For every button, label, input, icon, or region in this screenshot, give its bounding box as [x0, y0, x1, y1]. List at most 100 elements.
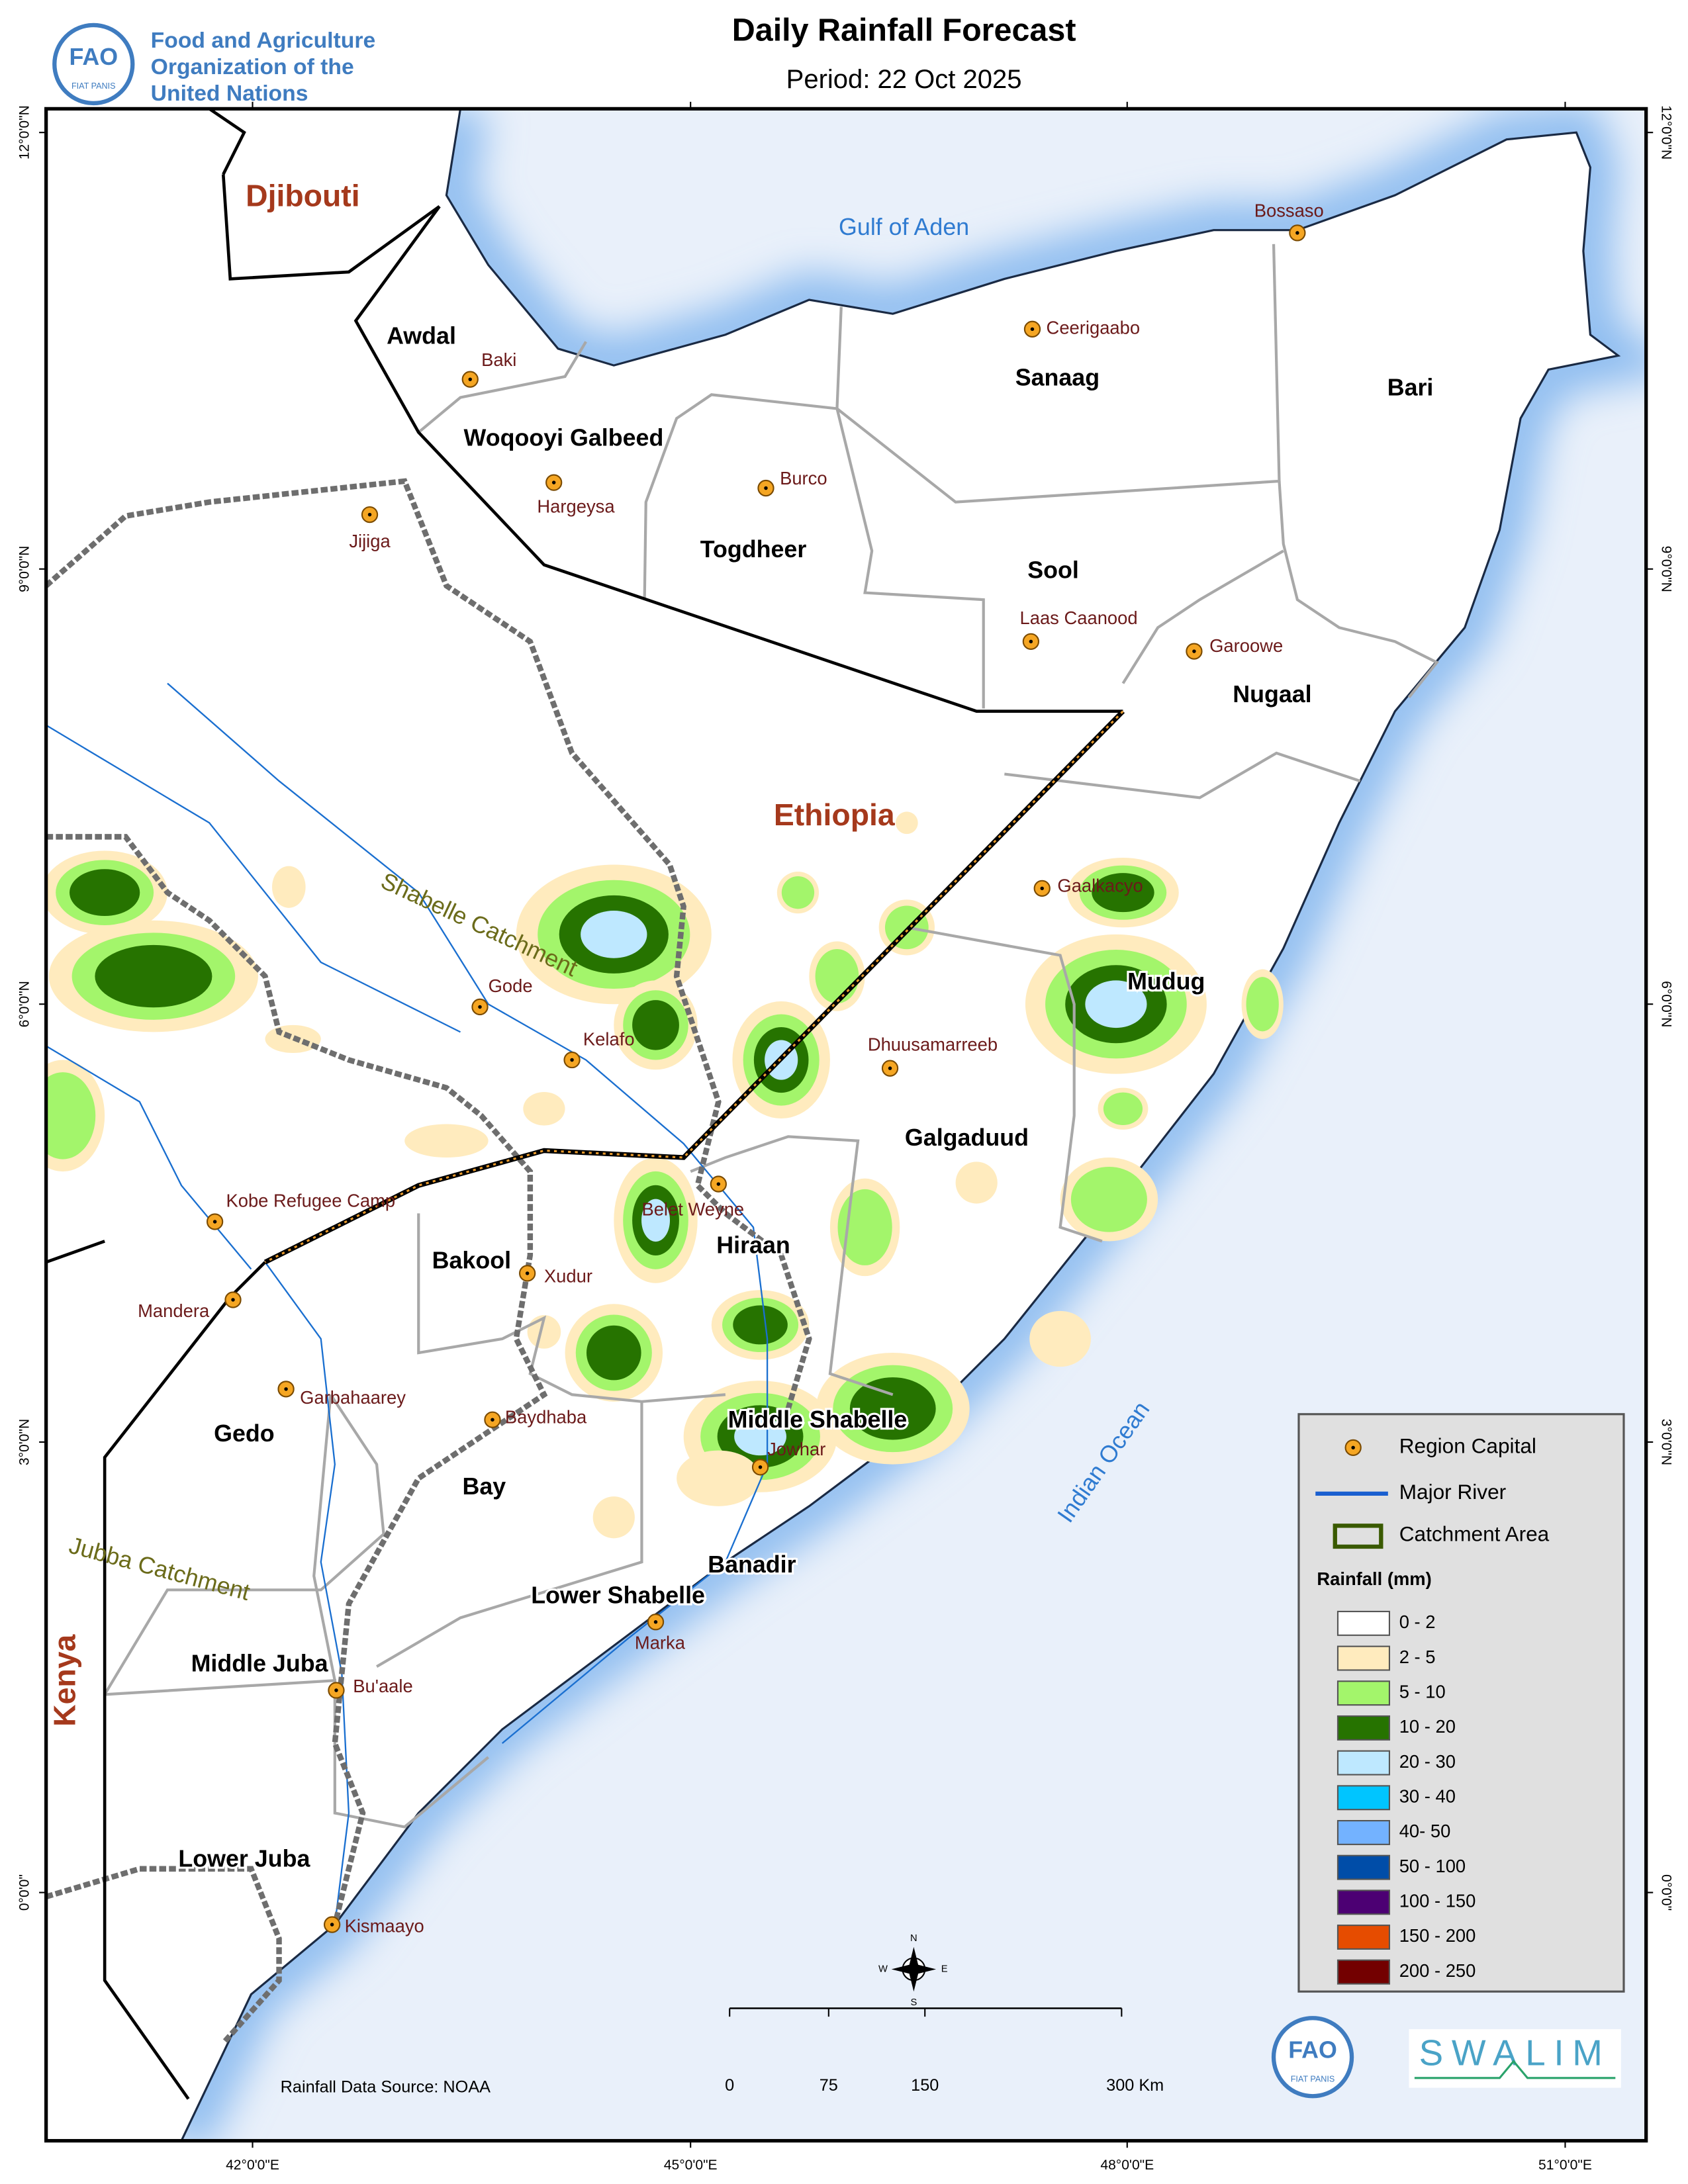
- rainfall-area: [265, 1024, 321, 1053]
- legend-swatch: [1336, 1959, 1390, 1985]
- scale-label: 0: [725, 2076, 734, 2095]
- capital-marker-center: [334, 1688, 338, 1692]
- legend-class-label: 2 - 5: [1399, 1647, 1436, 1667]
- swalim-logo: SWALIM: [1419, 2032, 1611, 2073]
- rainfall-area: [70, 869, 140, 917]
- country-label: Djibouti: [246, 178, 360, 212]
- capital-marker-center: [1295, 231, 1299, 235]
- source-note: Rainfall Data Source: NOAA: [281, 2077, 491, 2096]
- legend-class-label: 100 - 150: [1399, 1891, 1476, 1911]
- region-label: Bari: [1387, 374, 1434, 400]
- scale-label: 300 Km: [1106, 2076, 1164, 2095]
- rainfall-area: [1085, 980, 1147, 1028]
- region-boundary: [375, 1401, 643, 1668]
- rainfall-area: [837, 1189, 892, 1265]
- legend-class-label: 50 - 100: [1399, 1856, 1466, 1876]
- capital-marker-center: [653, 1620, 658, 1624]
- swalim-logo-line: [1414, 2060, 1616, 2079]
- rainfall-area: [895, 811, 918, 835]
- latitude-label: 0°0'0": [1659, 1874, 1674, 1911]
- region-label: Woqooyi Galbeed: [464, 424, 664, 451]
- region-label: Galgaduud: [905, 1124, 1029, 1151]
- capital-marker-center: [1030, 327, 1035, 332]
- rainfall-area: [955, 1161, 998, 1204]
- capital-label: Garbahaarey: [300, 1387, 406, 1408]
- latitude-label: 9°0'0"N: [17, 546, 32, 592]
- capital-label: Xudur: [544, 1266, 592, 1287]
- region-label: Bay: [462, 1473, 506, 1500]
- region-boundary: [417, 1213, 726, 1403]
- capital-marker-center: [367, 512, 372, 517]
- capital-marker-center: [231, 1298, 235, 1302]
- capital-marker-center: [525, 1271, 530, 1275]
- latitude-label: 12°0'0"N: [17, 105, 32, 159]
- longitude-label: 45°0'0"E: [664, 2158, 718, 2173]
- org-name: United Nations: [151, 81, 308, 106]
- legend-swatch: [1336, 1785, 1390, 1811]
- legend-label: Catchment Area: [1399, 1522, 1550, 1545]
- capital-label: Hargeysa: [537, 496, 615, 516]
- map-body: [46, 109, 1646, 2141]
- land: [46, 109, 1621, 2141]
- region-label: Banadir: [708, 1551, 796, 1578]
- capital-marker-center: [491, 1418, 494, 1422]
- fao-logo: [52, 23, 135, 106]
- capital-label: Kelafo: [583, 1028, 635, 1049]
- rainfall-area: [581, 911, 647, 958]
- legend-class-label: 0 - 2: [1399, 1612, 1436, 1632]
- catchment-boundary: [46, 834, 548, 1926]
- latitude-label: 12°0'0"N: [1659, 105, 1674, 159]
- compass-label: N: [910, 1933, 917, 1944]
- capital-marker-center: [1029, 639, 1033, 644]
- rainfall-area: [1070, 1166, 1147, 1232]
- catchment-boundary: [46, 1866, 282, 2045]
- longitude-label: 51°0'0"E: [1538, 2158, 1592, 2173]
- capital-marker-center: [888, 1066, 892, 1070]
- latitude-label: 3°0'0"N: [17, 1419, 32, 1465]
- rainfall-area: [632, 1000, 679, 1050]
- region-label: Gedo: [214, 1420, 275, 1447]
- latitude-label: 3°0'0"N: [1659, 1419, 1674, 1465]
- fao-motto: FIAT PANIS: [1291, 2074, 1335, 2083]
- scale-label: 150: [911, 2076, 939, 2095]
- compass-label: S: [910, 1997, 917, 2008]
- rainfall-area: [781, 876, 815, 909]
- title: Daily Rainfall Forecast: [732, 12, 1076, 48]
- region-boundary: [835, 408, 985, 709]
- legend-label: Major River: [1399, 1480, 1507, 1504]
- region-boundaries: [103, 244, 1439, 1829]
- capital-label: Kobe Refugee Camp: [226, 1191, 395, 1211]
- legend-class-label: 10 - 20: [1399, 1716, 1456, 1737]
- rainfall-area: [46, 1072, 96, 1160]
- catchment-boundaries: [46, 478, 812, 2045]
- subtitle: Period: 22 Oct 2025: [786, 65, 1022, 94]
- capital-marker-center: [1351, 1445, 1355, 1450]
- legend-class-label: 20 - 30: [1399, 1751, 1456, 1772]
- rainfall-area: [1029, 1310, 1091, 1367]
- rainfall-area: [677, 1450, 761, 1506]
- capital-label: Marka: [635, 1633, 686, 1653]
- capital-label: Dhuusamarreeb: [868, 1034, 998, 1055]
- legend-class-label: 5 - 10: [1399, 1681, 1446, 1702]
- region-boundary: [836, 244, 1281, 504]
- region-label: Sanaag: [1015, 365, 1100, 391]
- capital-label: Baydhaba: [505, 1406, 587, 1427]
- rainfall-area: [1092, 873, 1154, 913]
- rainfall-area: [586, 1325, 641, 1381]
- legend-swatch: [1336, 1925, 1390, 1950]
- scale-label: 75: [820, 2076, 838, 2095]
- legend-title: Rainfall (mm): [1317, 1569, 1431, 1589]
- legend-catchment: [1333, 1524, 1383, 1549]
- fao-logo-text: FAO: [69, 44, 118, 70]
- region-label: Hiraan: [716, 1232, 790, 1258]
- capital-marker-center: [1192, 649, 1196, 653]
- capital-marker-center: [478, 1005, 482, 1009]
- legend-label: Region Capital: [1399, 1434, 1536, 1458]
- latitude-label: 0°0'0": [17, 1874, 32, 1911]
- capital-marker-center: [330, 1923, 334, 1927]
- region-label: Middle Juba: [191, 1651, 329, 1677]
- org-name: Organization of the: [151, 54, 354, 79]
- catchment-boundary: [46, 478, 812, 1410]
- org-name: Food and Agriculture: [151, 28, 376, 53]
- capital-label: Garoowe: [1209, 635, 1283, 656]
